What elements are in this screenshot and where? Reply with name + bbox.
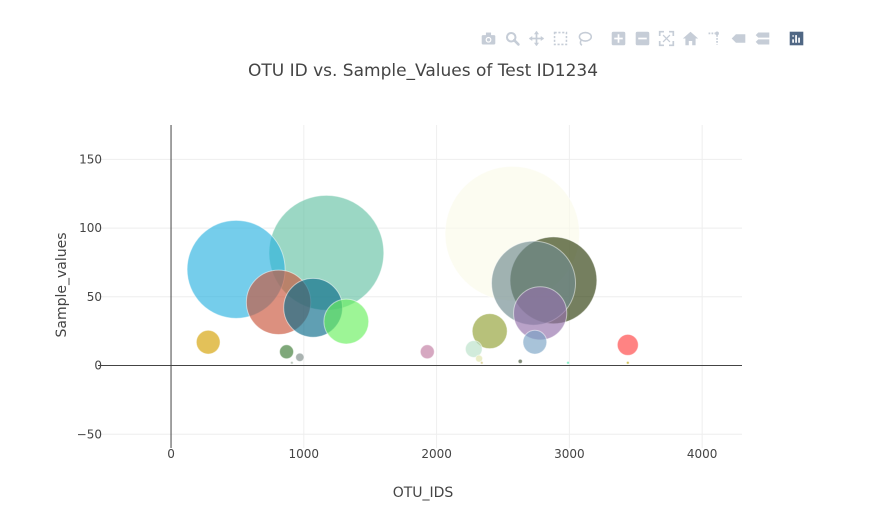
x-tick-label: 2000 — [421, 447, 452, 461]
x-tick-labels: 0 1000 2000 3000 4000 — [167, 447, 717, 461]
zoom-out-icon — [635, 31, 649, 45]
y-tick-label: 150 — [79, 152, 102, 166]
spike-lines-button[interactable] — [704, 28, 724, 48]
bubble-point[interactable] — [471, 313, 508, 350]
zoom-icon — [505, 31, 520, 46]
bubble-point[interactable] — [479, 360, 484, 365]
modebar — [478, 28, 810, 48]
spike-lines-icon — [708, 31, 719, 44]
bubble-point[interactable] — [522, 329, 548, 355]
bubble-point[interactable] — [616, 333, 639, 356]
x-tick-label: 3000 — [554, 447, 585, 461]
x-tick-label: 1000 — [289, 447, 320, 461]
box-select-button[interactable] — [550, 28, 570, 48]
y-tick-label: −50 — [77, 427, 102, 441]
zoom-in-button[interactable] — [608, 28, 628, 48]
bubble-point[interactable] — [566, 360, 570, 365]
bubble-point[interactable] — [475, 354, 484, 363]
reset-axes-button[interactable] — [680, 28, 700, 48]
bubble-point[interactable] — [323, 298, 370, 345]
plotly-logo-button[interactable] — [786, 28, 806, 48]
bubble-point[interactable] — [195, 329, 221, 355]
camera-button[interactable] — [478, 28, 498, 48]
y-tick-label: 50 — [87, 290, 102, 304]
x-tick-label: 4000 — [687, 447, 718, 461]
zero-lines — [98, 125, 742, 448]
bubble-point[interactable] — [464, 340, 483, 358]
autoscale-button[interactable] — [656, 28, 676, 48]
hover-compare-button[interactable] — [752, 28, 772, 48]
bubble-point[interactable] — [625, 360, 630, 365]
zoom-button[interactable] — [502, 28, 522, 48]
x-axis-label: OTU_IDS — [393, 485, 454, 501]
zoom-in-icon — [611, 31, 625, 45]
plotly-logo-icon — [789, 31, 803, 45]
bubble-series — [186, 165, 639, 365]
x-tick-label: 0 — [167, 447, 175, 461]
lasso-select-icon — [578, 31, 592, 46]
bubble-point[interactable] — [295, 352, 305, 362]
pan-icon — [528, 30, 544, 46]
box-select-icon — [553, 31, 567, 45]
bubble-point[interactable] — [517, 358, 523, 365]
bubble-point[interactable] — [419, 344, 435, 360]
hover-closest-button[interactable] — [728, 28, 748, 48]
bubble-point[interactable] — [289, 360, 294, 365]
grid-lines — [98, 125, 742, 448]
y-axis-label: Sample_values — [54, 232, 70, 337]
y-tick-label: 100 — [79, 221, 102, 235]
hover-closest-icon — [731, 33, 745, 43]
y-tick-label: 0 — [94, 359, 102, 373]
chart-title: OTU ID vs. Sample_Values of Test ID1234 — [248, 61, 598, 81]
camera-icon — [481, 32, 495, 44]
bubble-point[interactable] — [279, 344, 295, 360]
autoscale-icon — [658, 30, 674, 46]
zoom-out-button[interactable] — [632, 28, 652, 48]
y-tick-labels: −50 0 50 100 150 — [77, 152, 102, 441]
lasso-select-button[interactable] — [574, 28, 594, 48]
pan-button[interactable] — [526, 28, 546, 48]
reset-axes-icon — [682, 31, 698, 45]
hover-compare-icon — [755, 32, 769, 44]
